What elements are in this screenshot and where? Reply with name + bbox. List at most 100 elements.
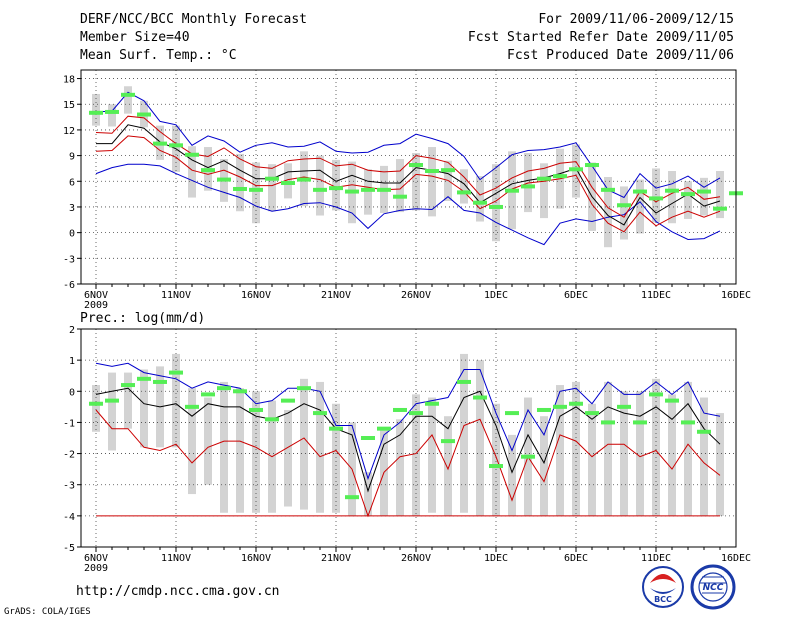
observed-marker [521,454,535,459]
observed-marker [697,189,711,194]
observed-marker [489,464,503,469]
observed-marker [457,379,471,384]
observed-marker [409,411,423,416]
spread-box [124,86,132,114]
spread-box [172,353,180,448]
temperature-panel: -6 -3 0 3 6 9 12 15 18 6NOV 11NOV 16NOV 21NOV 26NOV 1D… [63,69,751,311]
x-tick-label: 16NOV [241,290,271,301]
max-member-line [95,91,721,199]
spread-box [588,403,596,516]
observed-marker [361,436,375,440]
observed-marker [457,190,471,195]
observed-marker [553,174,567,179]
observed-marker [185,152,199,157]
observed-marker [105,109,119,114]
observed-marker [633,420,647,425]
median-line [96,124,721,226]
x-tick-label: 21NOV [321,553,351,564]
observed-marker [505,411,519,416]
spread-box [252,162,260,224]
spread-box [188,388,196,495]
observed-marker [425,401,439,406]
spread-box [668,394,676,516]
y-tick-label: 0 [69,229,75,240]
member-size-label: Member Size=40 [80,30,190,45]
spread-box [284,409,292,507]
spread-box [188,146,196,198]
observed-marker [601,420,615,425]
forecast-period: For 2009/11/06-2009/12/15 [538,12,734,27]
x-tick-label: 26NOV [401,553,431,564]
grads-credit: GrADS: COLA/IGES [4,607,91,617]
observed-marker [217,177,231,182]
x-tick-label: 26NOV [401,290,431,301]
spread-box [540,163,548,219]
observed-marker [329,426,343,431]
observed-marker [617,404,631,409]
x-tick-label: 11DEC [641,290,671,301]
x-year-label: 2009 [84,300,108,311]
observed-marker [345,495,359,500]
observed-marker [249,407,263,412]
variable-label: Mean Surf. Temp.: °C [80,48,237,63]
x-year-label: 2009 [84,563,108,574]
spread-box [268,164,276,212]
x-tick-label: 6DEC [564,553,588,564]
lower-percentile-line [95,135,721,233]
observed-marker [121,92,135,97]
observed-marker [665,188,679,193]
spread-box [620,391,628,516]
observed-marker [121,383,135,388]
upper-percentile-line [95,115,721,218]
spread-box [428,397,436,513]
observed-marker [649,196,663,201]
spread-box [508,434,516,516]
spread-box [572,381,580,516]
observed-marker [345,189,359,194]
spread-box [108,104,116,127]
spread-box [652,378,660,516]
ncc-logo: NCC [690,564,736,610]
observed-marker [169,143,183,148]
observed-marker [473,200,487,205]
observed-marker [265,417,279,422]
x-tick-label: 16NOV [241,553,271,564]
spread-box [684,181,692,219]
spread-box [220,381,228,513]
observed-marker [377,187,391,192]
spread-box [108,372,116,451]
spread-box [92,93,100,126]
observed-marker [617,203,631,208]
x-tick-label: 6DEC [564,290,588,301]
spread-box [668,171,676,224]
chart-title: DERF/NCC/BCC Monthly Forecast [80,12,307,27]
observed-marker [537,176,551,181]
spread-box [332,403,340,513]
observed-marker [89,110,103,115]
observed-marker [281,398,295,403]
y-tick-label: 2 [69,325,75,336]
y-tick-label: -5 [63,543,75,554]
observed-marker [233,186,247,191]
observed-marker [441,168,455,173]
y-tick-label: 6 [69,177,75,188]
spread-box [700,397,708,516]
y-tick-label: -3 [63,481,75,492]
spread-box [460,353,468,513]
x-tick-label: 6NOV [84,553,108,564]
observed-marker [473,395,487,400]
x-tick-label: 11NOV [161,290,191,301]
spread-box [716,413,724,516]
observed-marker [105,398,119,403]
observed-marker [681,192,695,197]
x-tick-label: 1DEC [484,553,508,564]
spread-box [412,153,420,211]
spread-box [92,385,100,432]
min-member-line [95,163,721,246]
spread-box [332,159,340,211]
spread-box [716,171,724,219]
observed-marker [297,177,311,182]
forecast-produced-date: Fcst Produced Date 2009/11/06 [507,48,734,63]
